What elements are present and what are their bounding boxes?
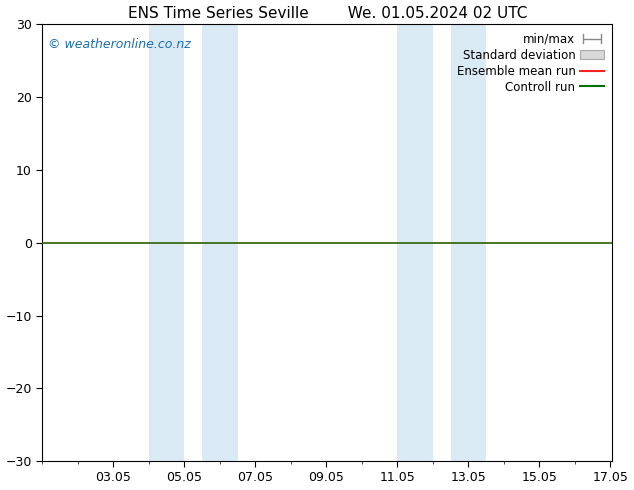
Text: © weatheronline.co.nz: © weatheronline.co.nz (48, 38, 191, 50)
Bar (398, 24, 433, 461)
Bar (202, 24, 238, 461)
Bar (451, 24, 486, 461)
Title: ENS Time Series Seville        We. 01.05.2024 02 UTC: ENS Time Series Seville We. 01.05.2024 0… (127, 5, 527, 21)
Bar (149, 24, 184, 461)
Legend: min/max, Standard deviation, Ensemble mean run, Controll run: min/max, Standard deviation, Ensemble me… (454, 30, 606, 96)
